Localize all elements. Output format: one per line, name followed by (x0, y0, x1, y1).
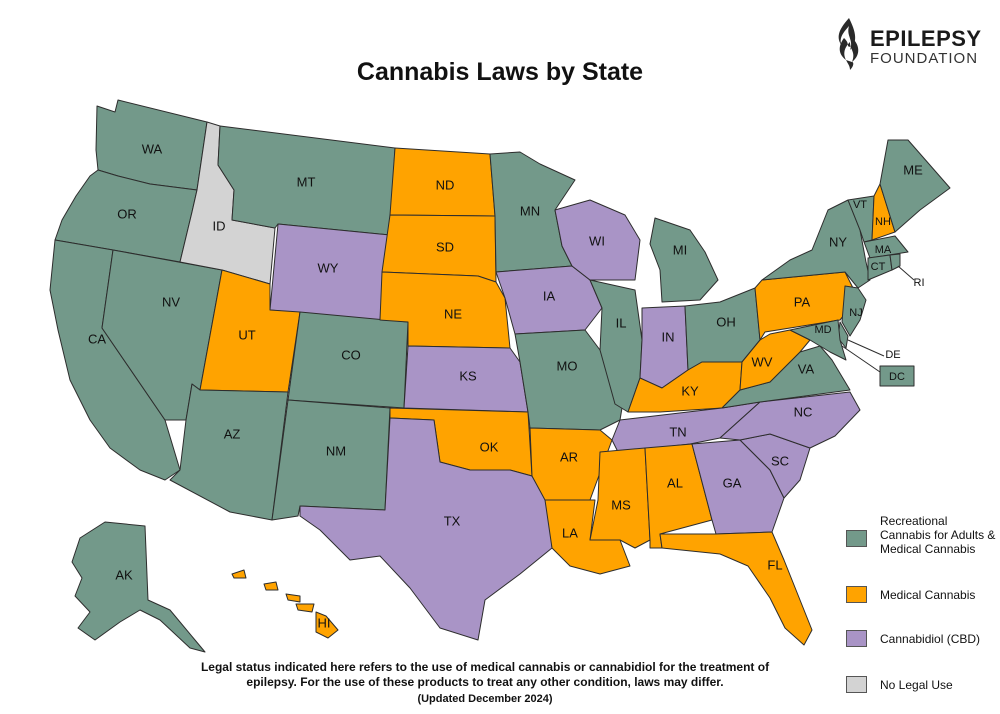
state-label-TX: TX (444, 513, 461, 528)
state-label-AK: AK (115, 567, 133, 582)
state-label-WY: WY (318, 260, 339, 275)
legend-swatch-none (846, 676, 867, 693)
state-label-MD: MD (814, 324, 831, 336)
state-label-IA: IA (543, 288, 556, 303)
state-label-MI: MI (673, 242, 687, 257)
state-label-CA: CA (88, 331, 106, 346)
state-label-GA: GA (723, 475, 742, 490)
state-label-SC: SC (771, 453, 789, 468)
state-label-MT: MT (297, 174, 316, 189)
state-label-CT: CT (871, 261, 886, 273)
legend-label-cbd: Cannabidiol (CBD) (880, 632, 981, 646)
state-label-NV: NV (162, 294, 180, 309)
state-label-WA: WA (142, 141, 163, 156)
disclaimer: Legal status indicated here refers to th… (190, 660, 780, 707)
state-NM[interactable] (271, 399, 391, 521)
state-label-NY: NY (829, 234, 847, 249)
map-title: Cannabis Laws by State (356, 58, 644, 86)
state-label-IN: IN (662, 329, 675, 344)
state-label-NC: NC (794, 404, 813, 419)
legend-label-none: No Legal Use (880, 678, 953, 692)
state-ME[interactable] (879, 139, 951, 233)
legend-swatch-cbd (846, 630, 867, 647)
logo-text-foundation: FOUNDATION (870, 50, 979, 67)
disclaimer-line1: Legal status indicated here refers to th… (200, 660, 770, 674)
state-label-PA: PA (794, 294, 811, 309)
state-label-MN: MN (520, 203, 540, 218)
state-label-WV: WV (752, 354, 773, 369)
updated-date: (Updated December 2024) (417, 693, 553, 705)
state-WI[interactable] (554, 199, 641, 281)
state-label-ND: ND (436, 177, 455, 192)
state-label-KS: KS (459, 368, 477, 383)
state-DC[interactable] (879, 365, 915, 387)
state-label-MO: MO (557, 358, 578, 373)
state-label-OK: OK (480, 439, 499, 454)
state-NC[interactable] (719, 391, 861, 449)
state-LA[interactable] (544, 499, 631, 575)
state-label-OR: OR (117, 206, 137, 221)
state-label-TN: TN (669, 424, 686, 439)
state-MD[interactable] (789, 319, 847, 361)
state-label-AL: AL (667, 475, 683, 490)
epilepsy-foundation-logo: EPILEPSY FOUNDATION (832, 16, 982, 72)
legend-swatch-recreational (846, 530, 867, 547)
state-label-UT: UT (238, 327, 255, 342)
state-AZ[interactable] (169, 383, 289, 521)
state-MO[interactable] (514, 329, 626, 431)
legend-swatch-medical (846, 586, 867, 603)
state-HI[interactable] (231, 569, 339, 639)
state-label-WI: WI (589, 233, 605, 248)
state-label-IL: IL (616, 315, 627, 330)
state-label-MS: MS (611, 497, 631, 512)
state-MA[interactable] (863, 235, 909, 259)
logo-text-epilepsy: EPILEPSY (870, 26, 982, 51)
state-label-RI: RI (914, 277, 925, 289)
legend-label-medical: Medical Cannabis (880, 588, 976, 602)
state-label-OH: OH (716, 314, 736, 329)
state-label-MA: MA (875, 244, 892, 256)
state-label-VA: VA (798, 361, 815, 376)
legend-label-recreational: Recreational Cannabis for Adults & Medic… (880, 514, 996, 556)
state-label-ID: ID (213, 218, 226, 233)
state-KY[interactable] (627, 361, 743, 413)
state-label-CO: CO (341, 347, 361, 362)
state-FL[interactable] (659, 531, 813, 646)
state-TX[interactable] (299, 417, 553, 641)
state-label-DC: DC (889, 371, 905, 383)
state-MI[interactable] (649, 217, 719, 303)
state-label-NH: NH (875, 216, 891, 228)
state-label-NE: NE (444, 306, 462, 321)
state-AK[interactable] (71, 521, 206, 653)
state-label-ME: ME (903, 162, 923, 177)
state-label-DE: DE (885, 349, 900, 361)
state-NJ[interactable] (841, 285, 867, 337)
disclaimer-line2: epilepsy. For the use of these products … (246, 675, 724, 689)
state-label-NM: NM (326, 443, 346, 458)
state-label-LA: LA (562, 525, 578, 540)
state-label-FL: FL (767, 557, 782, 572)
state-label-AZ: AZ (224, 426, 241, 441)
state-label-HI: HI (318, 615, 331, 630)
state-label-NJ: NJ (849, 307, 862, 319)
flame-icon (838, 18, 859, 70)
state-label-KY: KY (681, 383, 699, 398)
state-label-SD: SD (436, 239, 454, 254)
state-RI[interactable] (889, 253, 901, 271)
state-label-AR: AR (560, 449, 578, 464)
state-label-VT: VT (853, 199, 867, 211)
